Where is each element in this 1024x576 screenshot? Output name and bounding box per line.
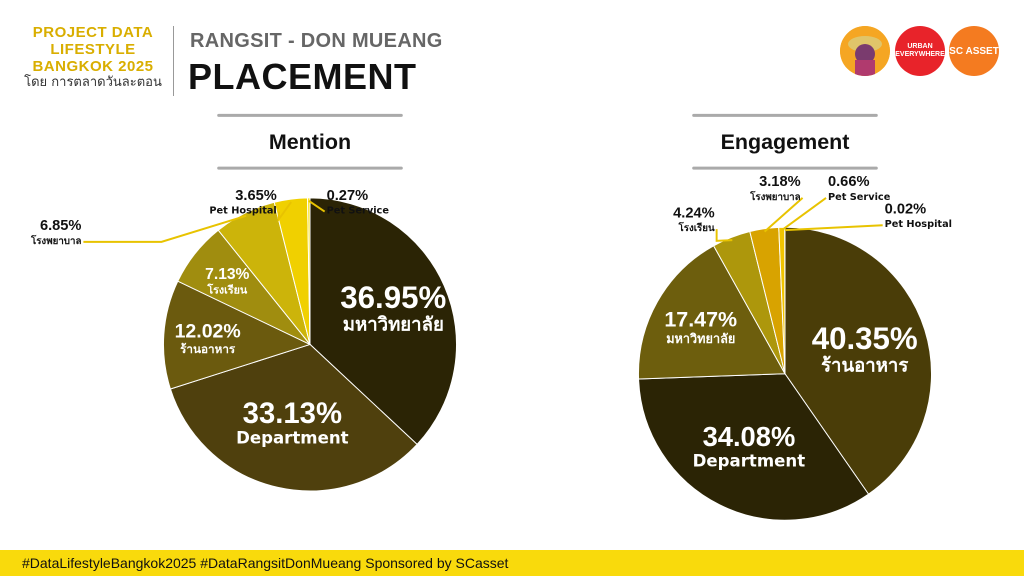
data-label-value: 36.95% [340,280,446,315]
leader-line [277,201,292,223]
leader-line [715,229,733,242]
data-label-value: 17.47% [664,307,737,331]
data-label-category: Pet Hospital [885,219,952,230]
data-label-value: 0.02% [885,202,927,218]
data-label-category: ร้านอาหาร [180,342,236,356]
pie-slice [638,373,870,521]
sc-asset-logo: SC ASSET [949,26,999,76]
pie-svg: Engagement 40.35%ร้านอาหาร 34.08%Departmen… [638,113,952,521]
data-label-category: มหาวิทยาลัย [666,331,735,346]
footer-hashtags: #DataLifestyleBangkok2025 #DataRangsitDo… [22,555,509,571]
pie-svg: Mention 36.95%มหาวิทยาลัย 33.13%Department… [30,113,457,492]
header-divider [173,26,174,96]
leader-line [763,197,804,233]
leader-line [308,200,326,213]
mention-pie-chart: Mention 36.95% มหาวิทยาลัย 33.13% Department… [30,110,520,530]
data-label-category: Pet Service [327,206,390,217]
data-label-category: Pet Hospital [209,206,276,217]
data-label-value: 7.13% [205,266,249,283]
urban-everywhere-logo: URBAN EVERYWHERE [895,26,945,76]
svg-text:Engagement: Engagement [721,130,850,154]
data-label-category: โรงเรียน [206,284,247,297]
brand-line-3: BANGKOK 2025 [32,58,154,75]
data-label-value: 33.13% [243,397,342,430]
pie-slice [309,197,457,446]
brand-line-1: PROJECT DATA [32,24,154,41]
page-subtitle: RANGSIT - DON MUEANG [190,30,443,52]
page-title: PLACEMENT [188,56,417,97]
chart-title: Engagement [692,113,878,170]
data-label-value: 3.65% [235,188,277,204]
engagement-pie-chart: Engagement 40.35% ร้านอาหาร 34.08% Departmen… [575,110,995,530]
svg-text:Mention: Mention [269,130,351,154]
data-label-category: โรงเรียน [677,222,715,234]
data-label-category: Pet Service [828,192,891,203]
data-label-value: 40.35% [812,321,918,356]
data-label-category: Department [693,451,806,470]
data-label-value: 12.02% [175,320,241,342]
data-label-value: 0.66% [828,174,870,190]
pie-slice [163,280,312,390]
data-label-value: 0.27% [327,188,369,204]
pie-slice [638,245,786,380]
data-label-category: โรงพยาบาล [749,191,801,203]
leader-line [781,197,827,231]
mascot-logo [840,26,890,76]
leader-line [784,224,883,232]
data-label-value: 34.08% [703,421,796,452]
footer-bar: #DataLifestyleBangkok2025 #DataRangsitDo… [0,550,1024,576]
leader-line [83,214,247,243]
pie-slice [169,343,418,492]
pie-slice [784,226,932,495]
data-label-category: Department [236,429,349,448]
brand-block: PROJECT DATA LIFESTYLE BANGKOK 2025 โดย … [18,24,168,91]
data-label-category: ร้านอาหาร [821,354,908,376]
data-label-value: 3.18% [759,174,801,190]
brand-line-2: LIFESTYLE [50,41,136,58]
pie-slice [307,197,311,345]
chart-title: Mention [217,113,403,170]
data-label-value: 4.24% [673,205,715,221]
data-label-value: 6.85% [40,218,82,234]
data-label-category: มหาวิทยาลัย [343,315,444,336]
brand-by-line: โดย การตลาดวันละตอน [24,75,162,90]
data-label-category: โรงพยาบาล [30,235,82,247]
